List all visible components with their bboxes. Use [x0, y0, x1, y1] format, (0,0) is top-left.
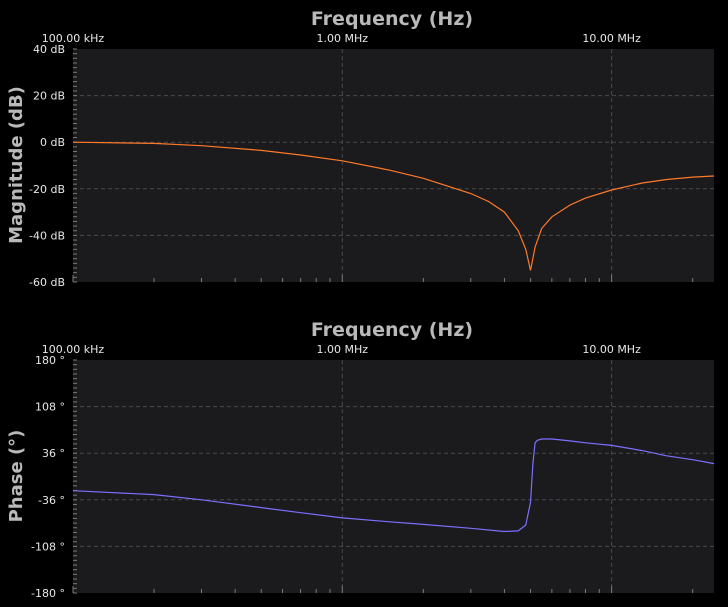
magnitude-x-tick-label: 10.00 MHz: [582, 32, 641, 45]
magnitude-y-tick-label: 0 dB: [40, 136, 65, 149]
phase-x-tick-label: 100.00 kHz: [42, 343, 105, 356]
magnitude-x-tick-label: 100.00 kHz: [42, 32, 105, 45]
phase-chart-title: Frequency (Hz): [311, 319, 473, 341]
phase-y-axis-label: Phase (°): [6, 430, 27, 523]
magnitude-y-tick-label: 40 dB: [33, 43, 65, 56]
phase-y-tick-label: -36 °: [38, 494, 65, 507]
magnitude-chart-title: Frequency (Hz): [311, 8, 473, 30]
phase-plot-area: [73, 360, 714, 593]
phase-y-tick-label: 180 °: [35, 354, 65, 367]
magnitude-plot-area: [73, 49, 714, 282]
magnitude-y-tick-label: -20 dB: [29, 183, 65, 196]
phase-y-tick-label: -108 °: [31, 540, 65, 553]
magnitude-y-tick-label: 20 dB: [33, 90, 65, 103]
phase-y-tick-label: 36 °: [42, 447, 65, 460]
magnitude-y-tick-label: -60 dB: [29, 276, 65, 289]
magnitude-y-tick-label: -40 dB: [29, 229, 65, 242]
phase-y-tick-label: -180 °: [31, 587, 65, 600]
phase-series-line: [72, 438, 715, 533]
phase-x-tick-label: 10.00 MHz: [582, 343, 641, 356]
magnitude-chart: Frequency (Hz) Magnitude (dB) 40 dB 20 dB…: [6, 8, 715, 289]
phase-chart: Frequency (Hz) Phase (°) 180 ° 108 ° 36 ° -…: [6, 319, 715, 600]
magnitude-x-tick-label: 1.00 MHz: [317, 32, 369, 45]
phase-y-tick-label: 108 °: [35, 401, 65, 414]
phase-x-tick-label: 1.00 MHz: [317, 343, 369, 356]
magnitude-y-axis-label: Magnitude (dB): [6, 86, 27, 244]
magnitude-series-line: [72, 141, 715, 271]
